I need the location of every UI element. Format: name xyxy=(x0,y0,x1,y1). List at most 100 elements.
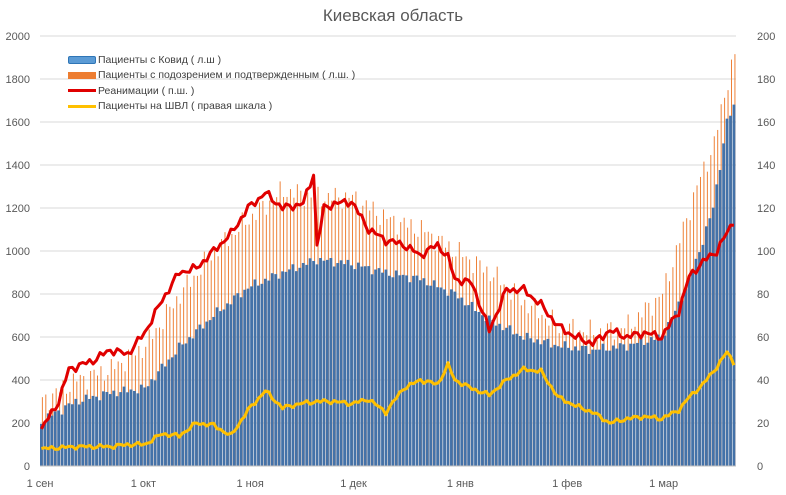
y-left-tick-label: 1000 xyxy=(6,246,30,258)
bar-covid xyxy=(663,335,667,466)
legend-item-covid: Пациенты с Ковид ( л.ш ) xyxy=(68,52,355,68)
bar-covid xyxy=(642,344,646,466)
y-right-tick-label: 200 xyxy=(757,31,775,43)
bar-covid xyxy=(215,307,219,466)
bar-covid xyxy=(601,343,605,466)
bar-covid xyxy=(184,343,188,466)
bar-covid xyxy=(343,264,347,466)
bar-covid xyxy=(522,339,526,466)
bar-covid xyxy=(436,287,440,466)
bar-covid xyxy=(201,328,205,466)
bar-covid xyxy=(150,379,154,466)
bar-covid xyxy=(353,269,357,466)
bar-covid xyxy=(157,371,160,466)
bar-covid xyxy=(126,392,129,466)
bar-covid xyxy=(708,218,712,466)
y-left-tick-label: 800 xyxy=(12,289,30,301)
y-right-tick-label: 100 xyxy=(757,246,775,258)
bar-covid xyxy=(301,262,305,466)
bar-covid xyxy=(632,343,636,466)
bar-covid xyxy=(102,391,105,466)
bar-covid xyxy=(219,311,222,466)
line-icu xyxy=(40,173,734,430)
bar-covid xyxy=(95,396,98,466)
bar-covid xyxy=(129,389,133,466)
bar-covid xyxy=(477,312,481,466)
bar-covid xyxy=(646,342,650,466)
bar-covid xyxy=(691,271,695,466)
bar-covid xyxy=(167,359,171,466)
bar-covid xyxy=(50,415,54,466)
bar-covid xyxy=(539,344,543,466)
bar-covid xyxy=(105,391,109,466)
bar-covid xyxy=(250,286,254,466)
axes: 0 200 400 600 800 1000 1200 1400 1600 1800 2000 0 20… xyxy=(6,31,776,490)
x-tick-label: 1 ноя xyxy=(237,478,264,490)
bar-covid xyxy=(580,345,584,466)
bar-covid xyxy=(518,336,522,466)
bar-covid xyxy=(222,309,226,466)
bar-covid xyxy=(501,330,505,466)
bar-covid xyxy=(143,387,147,466)
bar-covid xyxy=(463,305,467,466)
bar-covid xyxy=(146,386,150,466)
bar-covid xyxy=(625,350,629,466)
y-left-tick-label: 1800 xyxy=(6,74,30,86)
bar-covid xyxy=(680,300,684,466)
bar-covid xyxy=(556,346,560,466)
bar-covid xyxy=(133,390,136,466)
bar-covid xyxy=(725,118,729,467)
bar-covid xyxy=(450,289,453,466)
bar-covid xyxy=(270,273,274,466)
legend-item-suspected: Пациенты с подозрением и подтвержденным … xyxy=(68,68,355,84)
bar-covid xyxy=(308,258,312,466)
bar-covid xyxy=(419,280,422,466)
y-right-tick-label: 40 xyxy=(757,375,769,387)
bar-covid xyxy=(515,333,519,466)
bar-covid xyxy=(667,322,670,466)
bar-covid xyxy=(470,301,474,466)
legend-label-covid: Пациенты с Ковид ( л.ш ) xyxy=(98,53,222,66)
bar-covid xyxy=(71,404,74,466)
bar-covid xyxy=(584,346,588,466)
bar-covid xyxy=(153,380,157,466)
bar-covid xyxy=(649,337,653,466)
bar-covid xyxy=(232,295,236,466)
y-right-tick-label: 80 xyxy=(757,289,769,301)
bar-covid xyxy=(388,275,391,466)
bar-covid xyxy=(605,350,608,466)
bar-covid xyxy=(618,343,622,466)
bar-covid xyxy=(329,258,333,466)
line-ventilator xyxy=(41,350,736,451)
chart-title: Киевская область xyxy=(322,6,464,25)
bar-covid xyxy=(460,297,464,466)
x-tick-label: 1 сен xyxy=(27,478,54,490)
bar-covid xyxy=(536,339,539,466)
bar-covid xyxy=(319,258,322,466)
bar-covid xyxy=(229,304,233,466)
legend-item-ventilator: Пациенты на ШВЛ ( правая шкала ) xyxy=(68,99,355,115)
bar-covid xyxy=(332,266,336,466)
bar-covid xyxy=(622,344,626,466)
bar-covid xyxy=(170,357,174,466)
bar-covid xyxy=(181,344,185,466)
bar-covid xyxy=(694,258,698,466)
bar-covid xyxy=(711,207,715,466)
bar-covid xyxy=(487,315,491,466)
bar-covid xyxy=(305,264,309,466)
y-left-tick-label: 600 xyxy=(12,332,30,344)
bar-covid xyxy=(136,393,140,466)
bar-covid xyxy=(350,265,353,466)
y-right-tick-label: 160 xyxy=(757,117,775,129)
y-right-tick-label: 180 xyxy=(757,74,775,86)
bar-covid xyxy=(195,329,198,466)
x-tick-label: 1 фев xyxy=(552,478,582,490)
bar-covid xyxy=(611,345,615,466)
bar-covid xyxy=(84,394,88,466)
bar-covid xyxy=(60,414,64,466)
legend-item-icu: Реанимации ( п.ш. ) xyxy=(68,83,355,99)
bar-covid xyxy=(239,297,243,466)
bar-covid xyxy=(291,264,295,466)
bar-covid xyxy=(687,275,691,466)
